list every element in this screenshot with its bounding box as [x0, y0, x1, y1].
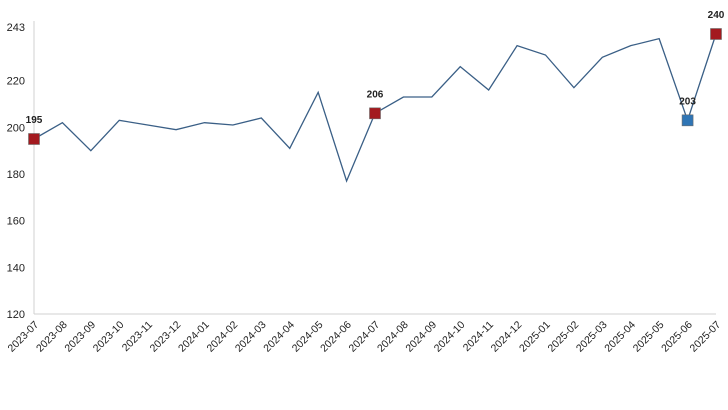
data-label: 195 — [26, 115, 43, 126]
y-tick-label: 220 — [7, 76, 25, 88]
data-point-marker — [710, 28, 722, 40]
y-tick-label: 140 — [7, 262, 25, 274]
series-line — [33, 33, 717, 183]
data-point-marker — [369, 107, 381, 120]
x-tick-label: 2024-10 — [432, 319, 468, 355]
data-label: 203 — [679, 96, 696, 107]
y-tick-label: 243 — [7, 22, 25, 34]
x-tick-labels: 2023-072023-082023-092023-102023-112023-… — [6, 319, 724, 355]
data-label: 206 — [367, 89, 384, 100]
x-tick-label: 2025-07 — [688, 319, 724, 355]
data-point-marker — [681, 114, 694, 127]
y-tick-label: 200 — [7, 122, 25, 134]
data-labels-group: 195 206 203 240 — [26, 10, 725, 126]
y-tick-label: 180 — [7, 169, 25, 181]
y-tick-labels: 120 140 160 180 200 220 243 — [7, 22, 25, 321]
series-group — [33, 33, 717, 183]
axes — [33, 21, 716, 315]
data-label: 240 — [708, 10, 725, 21]
x-tick-label: 2023-10 — [91, 319, 127, 355]
y-tick-label: 160 — [7, 216, 25, 228]
y-tick-label: 120 — [7, 309, 25, 321]
data-point-marker — [28, 133, 40, 145]
markers-group — [28, 28, 722, 145]
